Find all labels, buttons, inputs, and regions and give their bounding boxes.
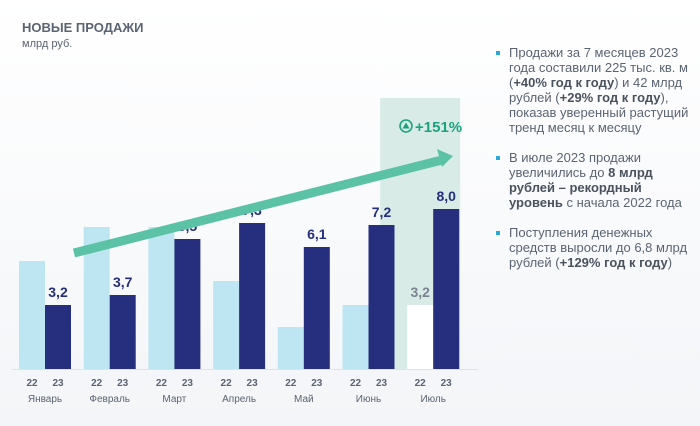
bar-2022-2 xyxy=(148,227,175,369)
bar-2023-5 xyxy=(368,225,395,369)
month-label: Февраль xyxy=(89,394,130,405)
trend-arrow-shaft xyxy=(72,155,444,258)
notes-list: Продажи за 7 месяцев 2023 года составили… xyxy=(496,45,696,285)
bar-2022-6 xyxy=(407,305,434,369)
note-item: Поступления денежных средств выросли до … xyxy=(496,225,696,270)
tick-label-23: 23 xyxy=(52,378,64,389)
bar-2023-4 xyxy=(303,247,330,369)
up-circle-icon xyxy=(399,119,413,133)
bar-2022-4 xyxy=(277,327,304,369)
note-highlight: +40% год к году xyxy=(513,75,615,90)
month-label: Июнь xyxy=(356,394,381,405)
note-text: ), показав уверенный растущий тренд меся… xyxy=(509,90,689,135)
month-label: Июль xyxy=(420,394,446,405)
note-text: ) и 42 млрд рублей ( xyxy=(509,75,683,105)
chart-unit: млрд руб. xyxy=(22,38,73,50)
bar-2023-6 xyxy=(433,209,460,369)
tick-label-22: 22 xyxy=(350,378,362,389)
data-label-2023: 7,2 xyxy=(372,204,392,220)
sales-chart: 3,22223Январь3,72223Февраль6,52223Март7,… xyxy=(12,98,478,405)
tick-label-22: 22 xyxy=(285,378,297,389)
bar-2023-0 xyxy=(45,305,71,369)
month-label: Апрель xyxy=(222,394,256,405)
month-label: Май xyxy=(294,394,314,405)
trend-arrowhead-icon xyxy=(437,149,453,167)
tick-label-23: 23 xyxy=(182,378,194,389)
data-label-2023: 6,1 xyxy=(307,226,327,242)
month-label: Март xyxy=(162,394,186,405)
bar-2023-2 xyxy=(174,239,201,369)
note-text: В июле 2023 продажи увеличились до xyxy=(509,150,641,180)
note-highlight: +129% год к году xyxy=(559,255,668,270)
note-text: Продажи за 7 месяцев 2023 года составили… xyxy=(509,45,688,90)
data-label-2023: 8,0 xyxy=(436,188,456,204)
tick-label-23: 23 xyxy=(376,378,388,389)
tick-label-22: 22 xyxy=(415,378,427,389)
bar-2023-3 xyxy=(239,223,266,369)
tick-label-23: 23 xyxy=(311,378,323,389)
bar-2022-0 xyxy=(19,261,45,369)
tick-label-22: 22 xyxy=(26,378,38,389)
note-text: ) xyxy=(667,255,673,270)
bar-2022-3 xyxy=(213,281,240,369)
bar-2023-1 xyxy=(109,295,136,369)
data-label-2023: 3,7 xyxy=(113,274,133,290)
data-label-2023: 3,2 xyxy=(48,284,68,300)
tick-label-23: 23 xyxy=(117,378,129,389)
note-highlight: +29% год к году xyxy=(559,90,661,105)
up-triangle-icon xyxy=(402,122,410,129)
note-text: Поступления денежных средств выросли до … xyxy=(509,225,688,270)
note-item: В июле 2023 продажи увеличились до 8 млр… xyxy=(496,150,696,210)
chart-title: НОВЫЕ ПРОДАЖИ xyxy=(22,20,144,35)
tick-label-22: 22 xyxy=(91,378,103,389)
tick-label-22: 22 xyxy=(221,378,233,389)
tick-label-23: 23 xyxy=(247,378,259,389)
bar-2022-5 xyxy=(342,305,369,369)
month-label: Январь xyxy=(28,394,62,405)
tick-label-23: 23 xyxy=(441,378,453,389)
note-text: с начала 2022 года xyxy=(562,195,682,210)
data-label-2022-july: 3,2 xyxy=(410,284,430,300)
growth-label: +151% xyxy=(415,119,462,136)
note-highlight: 8 млрд рублей – рекордный уровень xyxy=(509,165,653,210)
note-item: Продажи за 7 месяцев 2023 года составили… xyxy=(496,45,696,135)
tick-label-22: 22 xyxy=(156,378,168,389)
